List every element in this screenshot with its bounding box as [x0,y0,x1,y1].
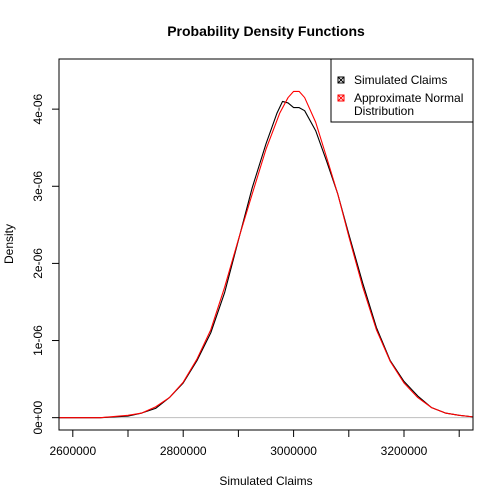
y-tick-label: 2e-06 [31,248,45,279]
legend-key-mark [337,76,345,84]
y-tick-label: 4e-06 [31,93,45,124]
plot-area [59,90,474,419]
chart-title: Probability Density Functions [167,23,365,39]
x-tick-label: 3200000 [381,444,428,458]
x-axis-title: Simulated Claims [219,474,312,488]
x-tick-label: 2800000 [160,444,207,458]
legend-key-mark [337,94,345,102]
legend-label-1: Approximate Normal Distribution [354,91,463,118]
legend-key-0 [337,76,345,84]
y-axis-title: Density [2,224,16,264]
legend-key-1 [337,94,345,102]
legend-label-0: Simulated Claims [354,73,447,87]
y-axis: 0e+00 1e-06 2e-06 3e-06 4e-06 [31,93,59,435]
legend: Simulated Claims Approximate Normal Distri… [330,58,474,123]
legend-box [330,58,474,123]
y-tick-label: 0e+00 [31,400,45,434]
x-tick-label: 2600000 [49,444,96,458]
y-tick-label: 3e-06 [31,171,45,202]
y-tick-label: 1e-06 [31,325,45,356]
x-axis: 2600000 2800000 3000000 3200000 [49,430,460,458]
plot-frame [58,58,474,431]
x-tick-label: 3000000 [270,444,317,458]
series-line-1 [59,90,474,419]
